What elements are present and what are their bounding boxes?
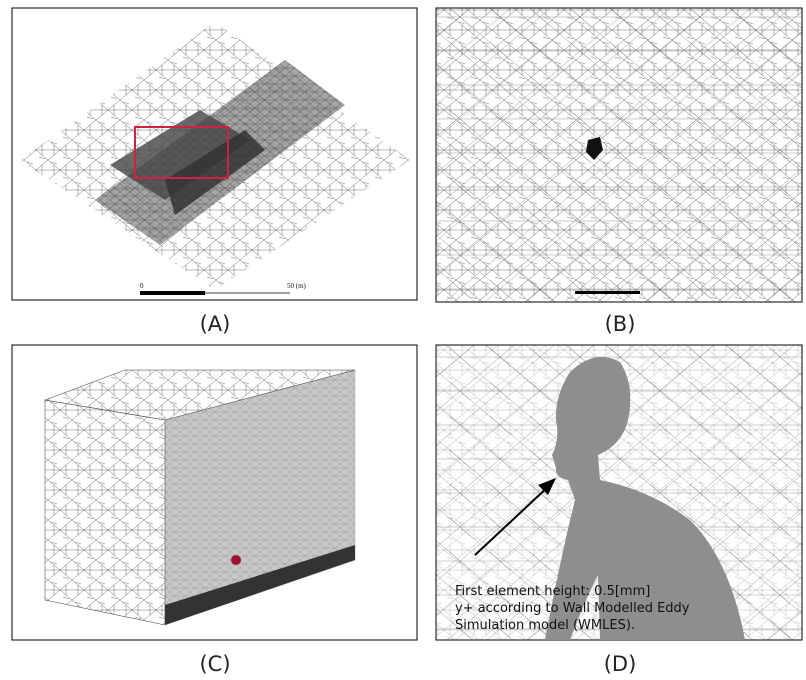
annotation: First element height: 0.5[mm] xyxy=(455,584,650,599)
panel-label: (A) xyxy=(200,312,231,336)
scale-label: 50 (m) xyxy=(287,282,307,290)
annotation: Simulation model (WMLES). xyxy=(455,618,635,633)
figure: 0 50 (m) (A) (B) (C) First element heigh… xyxy=(0,0,806,680)
panel-label: (D) xyxy=(604,652,637,676)
panel-b xyxy=(436,8,802,302)
panel-label: (C) xyxy=(199,652,230,676)
scale-label: 0 xyxy=(140,282,144,290)
panel-c xyxy=(12,345,417,640)
panel-label: (B) xyxy=(605,312,636,336)
panel-a: 0 50 (m) xyxy=(12,8,417,300)
annotation: y+ according to Wall Modelled Eddy xyxy=(455,601,690,616)
panel-d: First element height: 0.5[mm] y+ accordi… xyxy=(436,345,802,640)
